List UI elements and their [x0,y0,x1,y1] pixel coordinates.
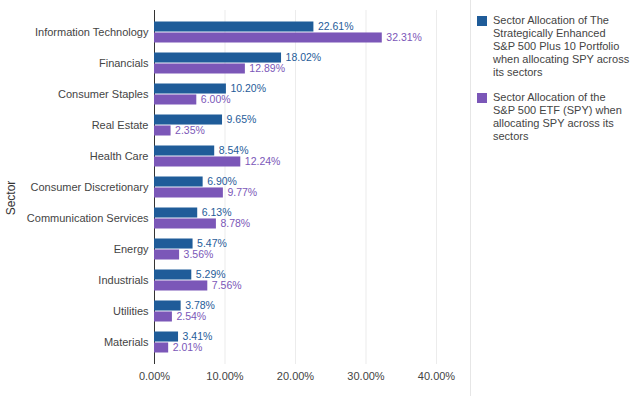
svg-text:Real Estate: Real Estate [92,119,149,131]
svg-text:10.00%: 10.00% [206,370,244,382]
html-text:Sector Allocation of The Strat: Sector Allocation of The Strategically E… [493,14,630,78]
svg-text:6.00%: 6.00% [201,93,231,105]
svg-text:8.78%: 8.78% [220,217,250,229]
svg-text:5.29%: 5.29% [195,268,226,281]
svg-text:20.00%: 20.00% [277,370,315,382]
svg-text:12.89%: 12.89% [249,62,285,74]
svg-text:0.00%: 0.00% [139,370,170,382]
svg-text:Materials: Materials [104,336,149,348]
svg-text:Industrials: Industrials [98,274,149,286]
html-text:Sector Allocation of the S&P 5: Sector Allocation of the S&P 500 ETF (SP… [493,91,622,142]
svg-text:2.35%: 2.35% [175,124,205,136]
svg-text:7.56%: 7.56% [212,279,242,291]
svg-text:3.78%: 3.78% [185,299,215,312]
svg-text:10.20%: 10.20% [230,82,266,94]
svg-text:5.47%: 5.47% [197,237,227,250]
svg-text:2.01%: 2.01% [173,341,203,353]
html-text:Sector: Sector [4,180,18,216]
svg-text:3.56%: 3.56% [184,248,214,260]
svg-text:Communication Services: Communication Services [27,212,149,224]
svg-text:6.90%: 6.90% [207,175,237,188]
svg-text:2.54%: 2.54% [176,310,206,322]
svg-text:32.31%: 32.31% [386,31,422,43]
svg-text:Information Technology: Information Technology [35,26,149,38]
svg-text:Health Care: Health Care [90,150,149,162]
svg-text:9.77%: 9.77% [227,186,257,198]
svg-text:40.00%: 40.00% [418,370,456,382]
svg-text:6.13%: 6.13% [201,206,232,219]
svg-text:Utilities: Utilities [113,305,149,317]
svg-text:18.02%: 18.02% [286,51,322,63]
svg-text:3.41%: 3.41% [182,330,213,343]
svg-text:Energy: Energy [114,243,149,255]
svg-text:Consumer Staples: Consumer Staples [58,88,149,100]
svg-text:12.24%: 12.24% [245,155,281,167]
svg-text:Consumer Discretionary: Consumer Discretionary [31,181,149,193]
svg-text:8.54%: 8.54% [218,144,249,157]
svg-text:Financials: Financials [99,57,149,69]
svg-text:22.61%: 22.61% [318,20,354,32]
svg-text:9.65%: 9.65% [227,113,257,125]
svg-text:30.00%: 30.00% [347,370,385,382]
